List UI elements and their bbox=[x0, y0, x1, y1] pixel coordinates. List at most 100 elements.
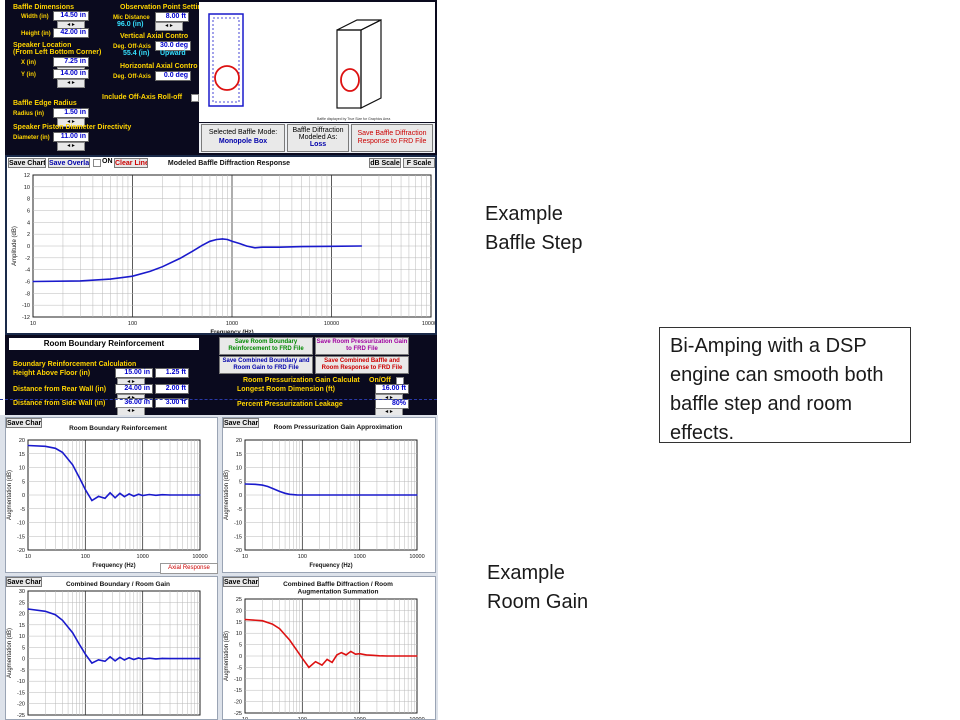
y-spinner[interactable]: ◂ ▸ bbox=[57, 79, 85, 88]
mic-distance-input[interactable]: 8.00 ft bbox=[155, 12, 189, 22]
f-scale-button[interactable]: F Scale bbox=[403, 158, 435, 168]
y-tick-label: -10 bbox=[234, 521, 242, 527]
data-point bbox=[261, 620, 263, 622]
x-tick-label: 1000 bbox=[137, 554, 149, 560]
data-point bbox=[326, 658, 328, 660]
mic-distance-inches: 96.0 (in) bbox=[117, 21, 144, 28]
vertical-direction: Upward bbox=[160, 50, 186, 57]
radius-input[interactable]: 1.50 in bbox=[53, 108, 89, 118]
rear-wall-input[interactable]: 24.00 in bbox=[115, 384, 153, 394]
y-tick-label: -4 bbox=[25, 268, 30, 274]
x-axis-label: Frequency (Hz) bbox=[210, 330, 253, 333]
baffle-step-caption: Example Baffle Step bbox=[485, 203, 583, 254]
db-scale-button[interactable]: dB Scale bbox=[369, 158, 401, 168]
y-tick-label: 15 bbox=[19, 452, 25, 458]
y-tick-label: 15 bbox=[236, 452, 242, 458]
diameter-input[interactable]: 11.00 in bbox=[53, 132, 89, 142]
data-point bbox=[161, 266, 164, 268]
y-tick-label: -12 bbox=[22, 315, 30, 321]
data-point bbox=[123, 659, 125, 661]
speaker-front-circle bbox=[214, 65, 240, 91]
y-tick-label: 0 bbox=[22, 493, 25, 499]
data-point bbox=[131, 275, 134, 277]
data-point bbox=[155, 494, 157, 496]
mic-distance-spinner[interactable]: ◂ ▸ bbox=[155, 22, 183, 31]
vertical-inches: 55.4 (in) bbox=[123, 50, 150, 57]
x-tick-label: 100 bbox=[298, 717, 307, 719]
baffle-inner-outline bbox=[212, 17, 240, 103]
data-point bbox=[44, 445, 46, 447]
x-tick-label: 100 bbox=[298, 554, 307, 560]
y-tick-label: 25 bbox=[19, 600, 25, 606]
y-tick-label: 10 bbox=[19, 634, 25, 640]
room-pressurization-save-chart-button[interactable]: Save Chart bbox=[223, 418, 259, 428]
data-point bbox=[182, 658, 184, 660]
y-tick-label: -8 bbox=[25, 291, 30, 297]
height-input[interactable]: 42.00 in bbox=[53, 28, 89, 38]
selected-mode-label: Selected Baffle Mode: bbox=[208, 129, 278, 136]
save-diffraction-button[interactable]: Save Baffle Diffraction Response to FRD … bbox=[351, 124, 433, 152]
diameter-spinner[interactable]: ◂ ▸ bbox=[57, 142, 85, 151]
radius-label: Radius (in) bbox=[13, 111, 44, 117]
data-point bbox=[182, 494, 184, 496]
data-point bbox=[331, 661, 333, 663]
data-point bbox=[221, 238, 223, 240]
radius-spinner[interactable]: ◂ ▸ bbox=[57, 118, 85, 127]
data-point bbox=[244, 483, 246, 485]
data-point bbox=[365, 654, 367, 656]
room-boundary-title: Room Boundary Reinforcement bbox=[9, 338, 199, 350]
y-tick-label: -15 bbox=[17, 534, 25, 540]
data-point bbox=[199, 658, 201, 660]
save-overlay-button[interactable]: Save Overlay bbox=[48, 158, 90, 168]
data-point bbox=[284, 492, 286, 494]
data-point bbox=[97, 659, 100, 661]
data-point bbox=[97, 495, 100, 497]
y-tick-label: -15 bbox=[17, 690, 25, 696]
mic-distance-label: Mic Distance bbox=[113, 15, 150, 21]
y-tick-label: -20 bbox=[234, 700, 242, 706]
on-off-label: On/Off bbox=[369, 377, 391, 384]
save-room-boundary-button[interactable]: Save Room Boundary Reinforcement to FRD … bbox=[219, 337, 313, 355]
x-input[interactable]: 7.25 in bbox=[53, 57, 89, 67]
selected-mode-value: Monopole Box bbox=[218, 138, 268, 145]
data-point bbox=[231, 240, 233, 242]
width-input[interactable]: 14.50 in bbox=[53, 11, 89, 21]
height-floor-input[interactable]: 15.00 in bbox=[115, 368, 153, 378]
y-input[interactable]: 14.00 in bbox=[53, 69, 89, 79]
y-tick-label: 6 bbox=[27, 209, 30, 215]
combined-boundary-save-chart-button[interactable]: Save Chart bbox=[6, 577, 42, 587]
include-rolloff-checkbox[interactable] bbox=[191, 94, 199, 102]
data-point bbox=[149, 270, 151, 272]
x-tick-label: 1000 bbox=[354, 554, 366, 560]
y-tick-label: -10 bbox=[22, 303, 30, 309]
clear-line-button[interactable]: Clear Line bbox=[114, 158, 148, 168]
longest-dim-input[interactable]: 16.00 ft bbox=[375, 384, 409, 394]
data-point bbox=[138, 657, 140, 659]
save-combined-boundary-button[interactable]: Save Combined Boundary and Room Gain to … bbox=[219, 356, 313, 374]
data-point bbox=[278, 490, 281, 492]
data-point bbox=[61, 619, 64, 621]
data-point bbox=[179, 257, 181, 259]
overlay-on-checkbox[interactable] bbox=[93, 159, 101, 167]
y-tick-label: 5 bbox=[22, 479, 25, 485]
save-combined-baffle-button[interactable]: Save Combined Baffle and Room Response t… bbox=[315, 356, 409, 374]
save-room-pressurization-button[interactable]: Save Room Pressurization Gain to FRD Fil… bbox=[315, 337, 409, 355]
horizontal-deg-input[interactable]: 0.0 deg bbox=[155, 71, 191, 81]
diffraction-modeled-value: Loss bbox=[309, 141, 327, 148]
combined-baffle-save-chart-button[interactable]: Save Chart bbox=[223, 577, 259, 587]
data-point bbox=[289, 639, 291, 641]
save-chart-button[interactable]: Save Chart bbox=[8, 158, 46, 168]
data-point bbox=[109, 656, 111, 658]
data-point bbox=[319, 494, 321, 496]
vertical-deg-input[interactable]: 30.0 deg bbox=[155, 41, 191, 51]
data-point bbox=[271, 623, 273, 625]
data-point bbox=[350, 650, 352, 652]
data-point bbox=[54, 614, 57, 616]
vertical-axial-heading: Vertical Axial Contro bbox=[120, 33, 189, 40]
room-boundary-save-chart-button[interactable]: Save Chart bbox=[6, 418, 42, 428]
y-tick-label: -25 bbox=[234, 711, 242, 717]
data-point bbox=[114, 497, 116, 499]
data-point bbox=[123, 496, 125, 498]
y-tick-label: 2 bbox=[27, 232, 30, 238]
